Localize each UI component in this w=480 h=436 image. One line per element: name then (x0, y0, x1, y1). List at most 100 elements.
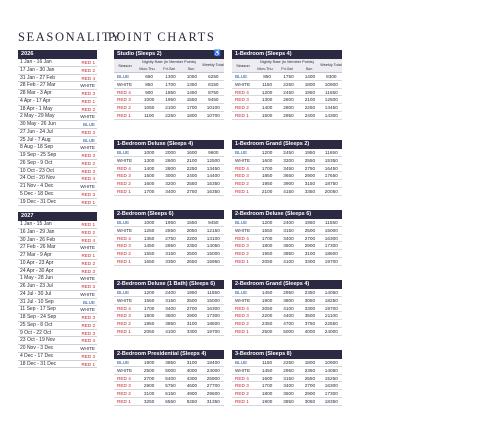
season-level: RED 1 (81, 199, 95, 205)
row-points: 3750 (304, 321, 316, 327)
season-row: 2 May - 29 May WHITE (18, 113, 97, 121)
season-row: 1 Jan - 15 Jan RED 1 (18, 221, 97, 229)
row-points: 1900 (261, 297, 273, 303)
chart-row: WHITE 1300 2600 2100 12500 (114, 157, 224, 165)
season-level: RED 2 (81, 67, 95, 73)
row-points: 5000 (165, 367, 176, 373)
row-points: 13450 (206, 165, 220, 171)
season-row: 23 Oct - 19 Nov RED 4 (18, 337, 97, 345)
season-level: RED 4 (81, 75, 95, 81)
chart-row: RED 2 1550 3150 2500 15000 (114, 250, 224, 258)
row-points: 18750 (324, 181, 338, 187)
season-dates: 5 Dec - 18 Dec (20, 190, 54, 197)
season-row: 17 Jan - 30 Jan RED 2 (18, 67, 97, 75)
row-points: 10700 (206, 112, 220, 118)
chart-row: WHITE 1450 2950 2350 14050 (232, 367, 342, 375)
row-points: 3650 (283, 173, 294, 179)
row-points: 2350 (304, 367, 316, 373)
season-level: RED 2 (81, 106, 95, 112)
row-points: 3000 (165, 173, 176, 179)
chart-row: RED 3 2200 4400 3500 21100 (232, 312, 342, 321)
chart-row: BLUE 1200 2400 1950 11550 (114, 289, 224, 297)
row-points: 3100 (143, 391, 155, 397)
chart-studio: Studio (Sleeps 2) ♿ Season Nightly Rate (In… (114, 50, 224, 120)
chart-title: 1-Bedroom Deluxe (Sleeps 4) (114, 140, 224, 149)
row-season: WHITE (117, 157, 133, 163)
row-points: 1150 (262, 81, 273, 87)
row-points: 2400 (283, 220, 294, 225)
season-level: RED 3 (81, 284, 95, 289)
row-points: 1600 (261, 375, 273, 381)
row-points: 16300 (324, 383, 338, 389)
chart-header: Season Nightly Rate (In Member Points) Mon… (114, 59, 224, 73)
chart-row: RED 2 3100 6150 4900 29600 (114, 390, 224, 398)
row-points: 2100 (165, 105, 176, 111)
chart-title: 2-Bedroom Deluxe (1 Bath) (Sleeps 6) (114, 280, 224, 289)
row-points: 15000 (324, 227, 338, 233)
chart-row: RED 1 1500 2950 2400 14300 (232, 112, 342, 120)
row-points: 3050 (304, 398, 316, 404)
row-points: 3400 (283, 235, 294, 241)
chart-row: RED 3 1800 3600 2900 17300 (232, 242, 342, 251)
season-dates: 10 Oct - 23 Oct (20, 167, 54, 174)
row-points: 2200 (261, 313, 273, 319)
season-level: WHITE (80, 276, 95, 282)
row-points: 2800 (165, 165, 176, 171)
row-season: RED 1 (235, 112, 249, 118)
season-level: RED 1 (81, 60, 95, 65)
row-season: BLUE (235, 290, 248, 295)
season-level: BLUE (82, 299, 95, 305)
row-season: BLUE (235, 74, 248, 79)
row-points: 2250 (165, 112, 176, 118)
row-points: 2900 (304, 243, 316, 249)
season-row: 24 Oct - 20 Nov RED 4 (18, 175, 97, 183)
row-points: 1100 (144, 112, 155, 118)
row-points: 8750 (208, 89, 219, 95)
row-points: 17300 (324, 243, 338, 249)
row-points: 1950 (261, 251, 273, 257)
row-points: 1800 (143, 313, 155, 319)
chart-title: 1-Bedroom Grand (Sleeps 2) (232, 140, 342, 149)
row-points: 19700 (324, 305, 338, 311)
season-level: RED 3 (81, 91, 95, 96)
season-level: RED 3 (81, 129, 95, 135)
chart-row: RED 1 2050 4100 3300 19700 (114, 328, 224, 336)
season-dates: 16 Jan - 29 Jan (20, 228, 55, 235)
row-points: 5750 (165, 383, 176, 389)
row-points: 4100 (165, 328, 176, 334)
row-points: 2500 (304, 227, 316, 233)
season-dates: 27 Jun - 24 Jul (20, 128, 53, 135)
season-dates: 9 Oct - 22 Oct (20, 329, 52, 336)
row-points: 4000 (186, 367, 198, 373)
row-points: 3150 (165, 251, 176, 257)
chart-row: RED 4 1700 3400 2700 16300 (232, 235, 342, 243)
row-points: 19700 (324, 258, 338, 264)
season-row: 20 Nov - 3 Dec WHITE (18, 345, 97, 353)
chart-1-bedroom: 1-Bedroom (Sleeps 4) Season Nightly Rate (… (232, 50, 342, 120)
row-points: 1650 (143, 258, 155, 264)
season-row: 19 Sep - 25 Sep RED 3 (18, 152, 97, 160)
row-points: 5400 (165, 375, 176, 381)
season-level: RED 3 (81, 353, 95, 359)
row-season: BLUE (235, 360, 248, 365)
chart-row: RED 3 1450 2950 2350 14050 (114, 242, 224, 251)
row-points: 3200 (283, 157, 294, 163)
row-season: WHITE (235, 297, 251, 303)
chart-title: 2-Bedroom Presidential (Sleeps 4) (114, 350, 224, 359)
season-row: 27 Feb - 26 Mar WHITE (18, 244, 97, 252)
chart-row: RED 4 1600 3150 2550 15250 (232, 375, 342, 383)
header-fri-sat: Fri-Sat (163, 67, 175, 71)
row-season: BLUE (235, 150, 248, 155)
season-dates: 18 Dec - 31 Dec (20, 360, 57, 367)
row-points: 1200 (261, 220, 273, 225)
wheelchair-icon: ♿ (213, 51, 221, 57)
season-level: RED 4 (81, 338, 95, 344)
seasonality-heading: SEASONALITY (18, 30, 122, 44)
row-season: RED 1 (117, 258, 131, 264)
season-row: 4 Dec - 17 Dec RED 3 (18, 353, 97, 361)
chart-2-bedroom-presidential: 2-Bedroom Presidential (Sleeps 4) BLUE 190… (114, 350, 224, 406)
row-points: 3300 (186, 328, 198, 334)
row-points: 3400 (165, 305, 176, 311)
season-level: RED 4 (81, 237, 95, 243)
row-points: 1450 (261, 290, 273, 295)
